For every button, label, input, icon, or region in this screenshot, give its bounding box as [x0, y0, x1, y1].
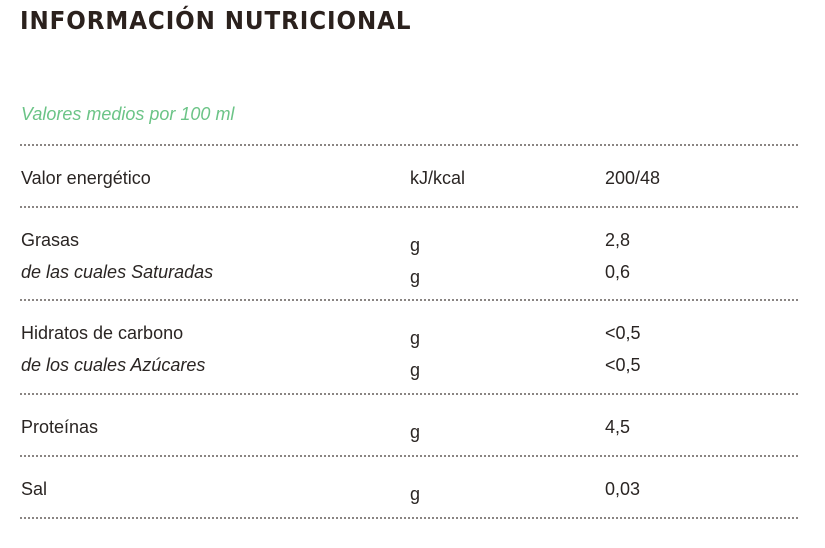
nutrient-sublabel: de los cuales Azúcares	[21, 355, 206, 375]
table-row-sugars: de los cuales Azúcares g <0,5	[0, 350, 825, 380]
table-row-carbohydrates: Hidratos de carbono g <0,5	[0, 318, 825, 348]
unit-label: g	[410, 422, 421, 442]
nutrient-label: Hidratos de carbono	[21, 323, 184, 343]
unit-label: kJ/kcal	[410, 168, 466, 188]
unit-label: g	[410, 360, 421, 380]
nutrient-label: Grasas	[21, 230, 80, 250]
table-row-salt: Sal g 0,03	[0, 474, 825, 504]
unit-label: g	[410, 267, 421, 287]
nutrient-value: 0,6	[605, 262, 631, 282]
nutrient-value: 200/48	[605, 168, 661, 188]
table-caption: Valores medios por 100 ml	[21, 104, 235, 124]
table-row-fat: Grasas g 2,8	[0, 225, 825, 255]
unit-label: g	[410, 328, 421, 348]
divider	[20, 393, 798, 395]
unit-label: g	[410, 235, 421, 255]
nutrient-value: 0,03	[605, 479, 641, 499]
table-row-saturated: de las cuales Saturadas g 0,6	[0, 257, 825, 287]
divider	[20, 206, 798, 208]
divider	[20, 517, 798, 519]
nutrient-label: Proteínas	[21, 417, 99, 437]
divider	[20, 144, 798, 146]
divider	[20, 299, 798, 301]
nutrient-value: <0,5	[605, 323, 641, 343]
nutrient-sublabel: de las cuales Saturadas	[21, 262, 214, 282]
unit-label: g	[410, 484, 421, 504]
table-row-protein: Proteínas g 4,5	[0, 412, 825, 442]
divider	[20, 455, 798, 457]
table-row-energy: Valor energético kJ/kcal 200/48	[0, 163, 825, 193]
nutrient-value: 2,8	[605, 230, 631, 250]
page-title: INFORMACIÓN NUTRICIONAL	[20, 6, 412, 35]
nutrient-label: Valor energético	[21, 168, 151, 188]
nutrient-value: 4,5	[605, 417, 631, 437]
nutrient-value: <0,5	[605, 355, 641, 375]
nutrient-label: Sal	[21, 479, 48, 499]
